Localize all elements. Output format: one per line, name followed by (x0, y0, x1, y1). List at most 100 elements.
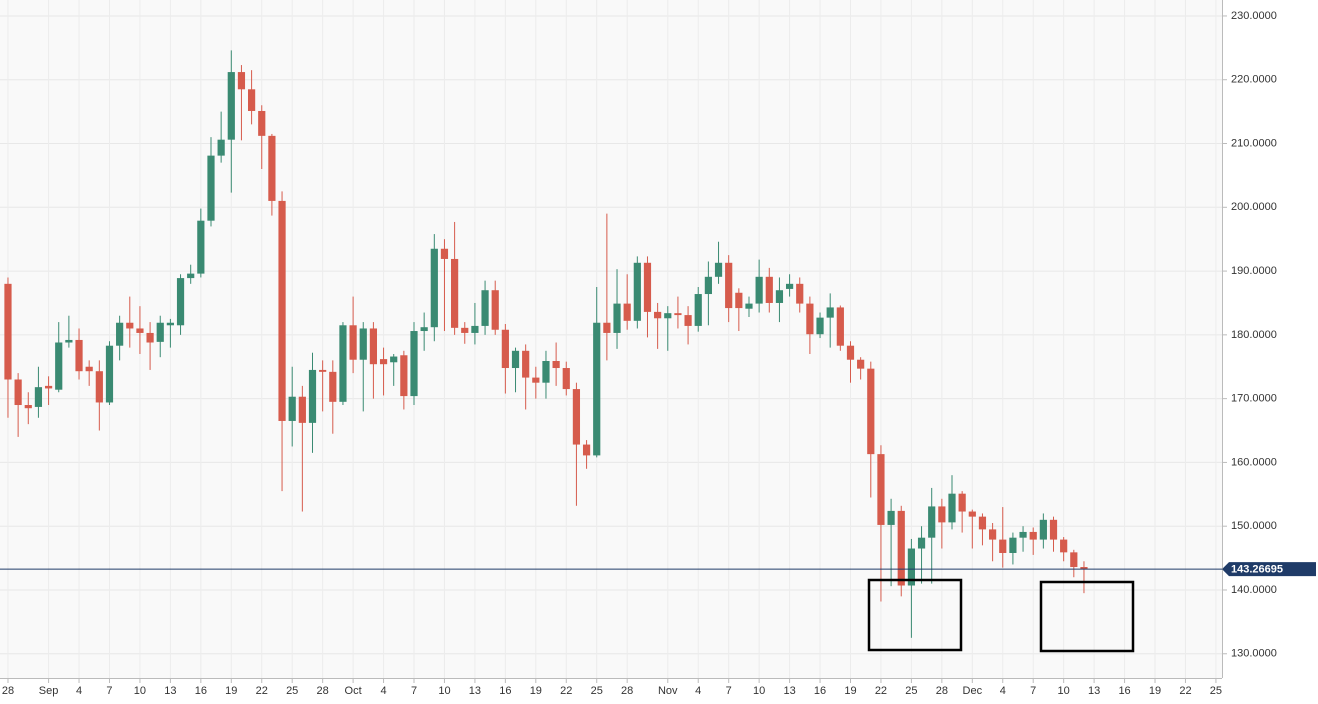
candle-body (471, 325, 479, 333)
candle-body (572, 389, 581, 445)
x-tick-label: 4 (380, 685, 386, 697)
x-tick-label: 25 (1210, 685, 1222, 697)
candle-body (1070, 552, 1078, 568)
x-tick-label: 13 (164, 685, 176, 697)
candle-body (451, 258, 459, 328)
candle-body (674, 313, 682, 316)
x-tick-label: 13 (1088, 685, 1100, 697)
x-tick-label: 4 (695, 685, 701, 697)
candle-body (938, 506, 946, 523)
candle-body (603, 322, 611, 333)
candle-body (633, 262, 641, 321)
candle-body (136, 328, 144, 333)
candle-body (755, 276, 763, 304)
candle-body (836, 307, 844, 346)
x-tick-label: 22 (560, 685, 572, 697)
candle-body (481, 290, 489, 326)
x-tick-label: 4 (1000, 685, 1006, 697)
candle-body (826, 307, 834, 318)
y-tick-label: 230.0000 (1231, 10, 1277, 22)
y-tick-label: 210.0000 (1231, 137, 1277, 149)
plot-area (0, 0, 1222, 678)
candle-body (796, 283, 804, 304)
candle-body (522, 350, 530, 378)
x-tick-label: 28 (2, 685, 14, 697)
y-tick-label: 140.0000 (1231, 584, 1277, 596)
candle-body (430, 248, 438, 328)
candle-body (1049, 519, 1058, 540)
x-tick-label: 7 (726, 685, 732, 697)
candle-body (166, 322, 174, 326)
x-tick-label: 16 (499, 685, 511, 697)
candle-body (511, 350, 520, 369)
candle-body (440, 248, 449, 259)
candle-body (126, 322, 134, 329)
candle-body (410, 331, 418, 397)
candle-body (359, 328, 367, 360)
x-tick-label: 19 (1149, 685, 1161, 697)
candle-body (379, 359, 388, 365)
candle-body (704, 276, 712, 295)
candle-body (1009, 537, 1017, 553)
candle-body (95, 371, 103, 403)
x-tick-label: Oct (345, 685, 362, 697)
x-tick-label: 28 (936, 685, 948, 697)
candle-body (390, 356, 398, 363)
candle-body (989, 529, 997, 540)
candle-body (237, 72, 246, 90)
candle-body (978, 516, 987, 530)
candle-body (917, 537, 926, 549)
candle-body (75, 339, 83, 372)
candle-body (999, 539, 1007, 553)
candle-body (775, 290, 784, 303)
candle-body (552, 361, 560, 369)
candle-body (288, 396, 296, 421)
candle-body (928, 506, 936, 538)
x-tick-label: Dec (963, 685, 983, 697)
candle-body (319, 369, 327, 372)
last-price-label: 143.26695 (1231, 564, 1283, 576)
candle-body (44, 385, 53, 389)
candle-body (785, 283, 794, 289)
candle-body (725, 262, 733, 309)
x-tick-label: 28 (317, 685, 329, 697)
y-tick-label: 160.0000 (1231, 456, 1277, 468)
x-tick-label: 10 (753, 685, 765, 697)
candle-body (278, 200, 286, 421)
candle-body (329, 371, 337, 402)
candle-body (24, 405, 32, 409)
x-tick-label: 10 (134, 685, 146, 697)
candle-body (968, 511, 976, 517)
x-tick-label: 25 (591, 685, 603, 697)
highlight-box (867, 578, 963, 652)
candle-body (694, 294, 702, 326)
candle-body (4, 283, 12, 380)
candle-body (857, 359, 865, 369)
candle-body (349, 325, 357, 360)
candle-body (948, 493, 956, 523)
x-tick-label: 4 (76, 685, 82, 697)
candle-body (907, 548, 915, 586)
x-tick-label: 25 (905, 685, 917, 697)
x-tick-label: 16 (195, 685, 207, 697)
candle-body (735, 292, 743, 309)
candle-body (887, 510, 895, 525)
x-tick-label: 7 (411, 685, 417, 697)
candle-body (116, 322, 124, 346)
candle-body (1080, 567, 1088, 570)
y-tick-label: 200.0000 (1231, 201, 1277, 213)
candle-body (745, 303, 753, 309)
candle-body (654, 311, 662, 319)
candle-body (339, 325, 347, 402)
x-tick-label: 13 (783, 685, 795, 697)
y-tick-label: 220.0000 (1231, 74, 1277, 86)
candle-body (1039, 519, 1047, 540)
x-tick-label: 16 (814, 685, 826, 697)
candle-body (643, 262, 652, 312)
candle-body (897, 510, 905, 586)
x-tick-label: 19 (844, 685, 856, 697)
candle-body (461, 327, 469, 333)
x-tick-label: 7 (106, 685, 112, 697)
candle-body (491, 290, 499, 330)
